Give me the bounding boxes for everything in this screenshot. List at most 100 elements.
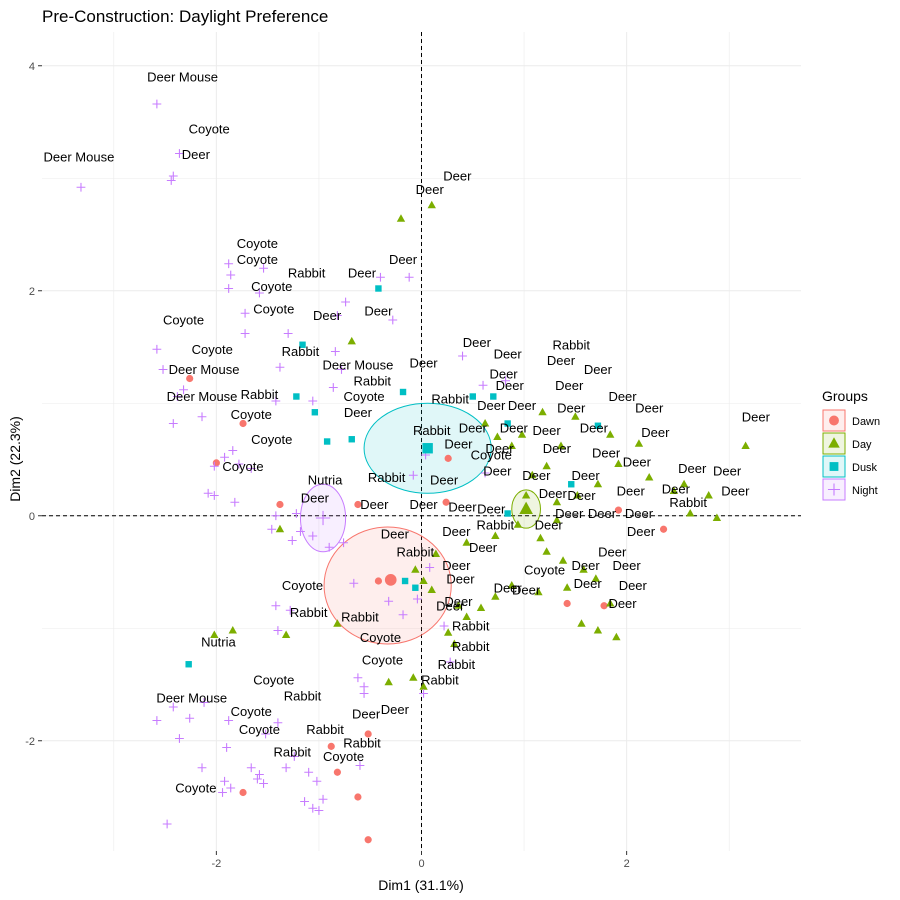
point-label: Deer (442, 558, 471, 573)
point-day (542, 547, 551, 555)
point-label: Rabbit (421, 673, 459, 688)
point-night (224, 259, 234, 269)
legend-marker-night (827, 483, 841, 496)
point-label: Deer (446, 571, 475, 586)
point-label: Nutria (201, 634, 236, 649)
point-night (168, 419, 178, 428)
point-label: Deer (588, 506, 617, 521)
point-day (513, 520, 523, 528)
point-night (252, 774, 262, 784)
point-dusk (568, 481, 575, 488)
point-day (593, 479, 603, 488)
legend-label-dusk: Dusk (852, 462, 878, 474)
point-label: Rabbit (552, 337, 590, 352)
point-label: Deer (444, 436, 473, 451)
y-tick-label: 0 (29, 511, 35, 523)
point-night (384, 596, 394, 606)
y-axis-label: Dim2 (22.3%) (7, 416, 23, 502)
point-day (534, 587, 543, 596)
point-day (275, 524, 285, 533)
point-night (353, 673, 363, 683)
confidence-ellipses (299, 402, 541, 645)
point-label: Rabbit (284, 688, 322, 703)
point-day (562, 583, 572, 591)
point-night (308, 531, 318, 541)
point-day (552, 515, 562, 524)
point-night (308, 803, 318, 813)
point-label: Coyote (253, 301, 294, 316)
point-day (396, 214, 406, 222)
point-night (308, 396, 318, 406)
point-night (234, 459, 244, 469)
point-night (255, 288, 264, 298)
point-label: Deer (572, 558, 601, 573)
point-night (168, 171, 178, 181)
point-label: Rabbit (431, 391, 469, 406)
centroid-night (315, 510, 331, 526)
legend-marker-day (828, 437, 840, 448)
point-night (261, 729, 270, 739)
point-label: Deer (463, 335, 492, 350)
point-label: Coyote (175, 781, 216, 796)
point-night (287, 536, 297, 545)
point-night (341, 297, 350, 307)
point-dusk (185, 661, 192, 668)
point-day (281, 630, 291, 639)
point-label: Deer (608, 389, 637, 404)
point-night (185, 713, 195, 723)
point-day (686, 508, 695, 517)
point-label: Deer (625, 506, 654, 521)
point-label: Deer (742, 409, 771, 424)
point-night (359, 689, 369, 698)
group-centroids (315, 443, 533, 586)
centroid-dawn (384, 574, 397, 586)
point-night (289, 752, 299, 761)
point-night (330, 347, 340, 356)
point-night (355, 761, 365, 770)
point-label: Rabbit (438, 657, 476, 672)
point-night (172, 392, 182, 401)
point-label: Coyote (251, 279, 292, 294)
point-night (168, 702, 178, 712)
point-night (285, 605, 295, 615)
point-label: Rabbit (669, 495, 707, 510)
point-day (645, 472, 654, 481)
point-dusk (504, 510, 511, 517)
point-dawn (442, 498, 450, 506)
point-night (230, 497, 240, 507)
point-label: Deer (535, 517, 564, 532)
point-label: Deer (494, 580, 523, 595)
point-label: Deer (381, 526, 410, 541)
point-label: Deer (627, 524, 656, 539)
point-dusk (311, 409, 319, 416)
point-label: Rabbit (353, 373, 391, 388)
point-label: Deer (409, 497, 438, 512)
x-tick-label: 2 (624, 858, 630, 870)
point-dawn (364, 730, 372, 738)
point-label: Deer (713, 463, 742, 478)
point-label: Deer (539, 486, 568, 501)
point-night (328, 383, 338, 392)
point-day (427, 200, 436, 209)
point-label: Coyote (323, 749, 364, 764)
point-day (538, 407, 547, 416)
point-night (259, 263, 268, 273)
point-label: Deer (360, 497, 389, 512)
point-day (521, 490, 531, 499)
point-night (246, 464, 256, 473)
point-label: Rabbit (288, 265, 326, 280)
point-night (337, 365, 346, 374)
point-day (571, 412, 580, 420)
point-label: Deer (389, 252, 418, 267)
point-dawn (354, 793, 362, 801)
point-dusk (375, 285, 382, 292)
point-label: Coyote (237, 252, 278, 267)
point-label: Deer (623, 454, 652, 469)
point-night (199, 698, 209, 707)
point-label: Deer (662, 481, 691, 496)
point-label: Deer (721, 484, 750, 499)
point-day (450, 639, 459, 648)
point-label: Deer Mouse (44, 149, 115, 164)
point-night (318, 794, 328, 804)
point-day (614, 459, 623, 468)
